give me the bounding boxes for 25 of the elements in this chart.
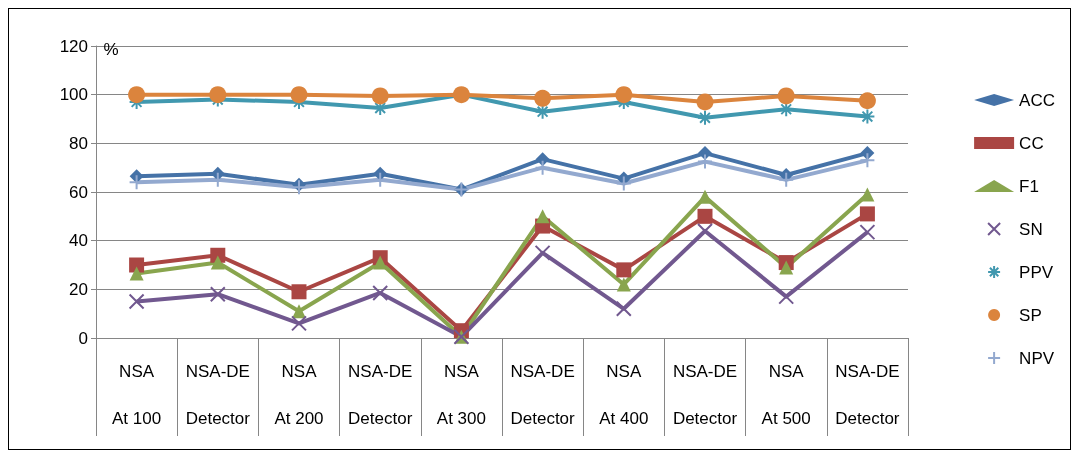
y-tick-label: 0	[78, 328, 88, 348]
category-label: NSA-DE Detector	[185, 362, 250, 428]
legend-label: ACC	[1019, 90, 1056, 110]
category-label: NSA At 500	[761, 362, 811, 428]
legend-label: SN	[1019, 219, 1043, 239]
category-label: NSA At 300	[436, 362, 486, 428]
y-tick-label: 20	[69, 279, 88, 299]
category-label: NSA-DE Detector	[835, 362, 900, 428]
y-tick-label: 120	[59, 36, 88, 56]
y-tick-label: 40	[69, 231, 88, 251]
legend-label: SP	[1019, 305, 1042, 325]
y-tick-label: 100	[59, 85, 88, 105]
category-label: NSA At 400	[599, 362, 649, 428]
category-label: NSA At 100	[112, 362, 162, 428]
legend-label: CC	[1019, 133, 1044, 153]
legend-label: F1	[1019, 176, 1039, 196]
category-label: NSA-DE Detector	[672, 362, 738, 428]
y-axis-title: %	[103, 40, 119, 59]
legend-label: NPV	[1019, 348, 1055, 368]
category-label: NSA-DE Detector	[348, 362, 413, 428]
y-tick-label: 80	[69, 133, 88, 153]
y-tick-label: 60	[69, 182, 88, 202]
category-label: NSA At 200	[274, 362, 324, 428]
category-label: NSA-DE Detector	[510, 362, 575, 428]
legend-label: PPV	[1019, 262, 1054, 282]
